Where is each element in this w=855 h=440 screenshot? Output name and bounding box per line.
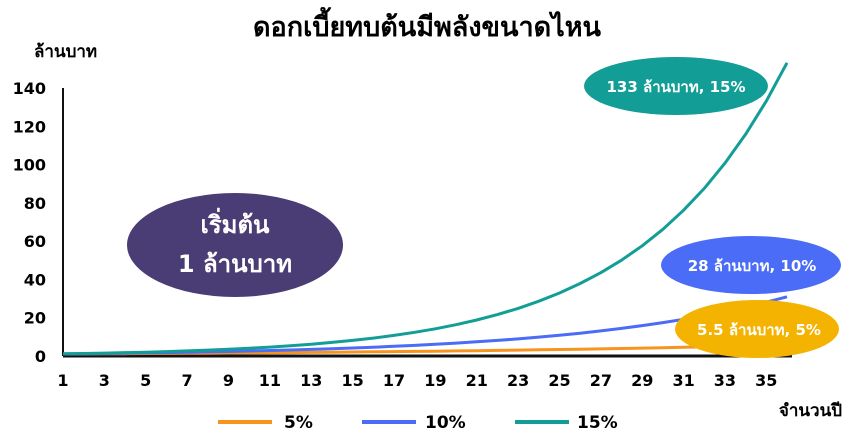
starting-amount-line1: เริ่มต้น: [201, 207, 271, 239]
x-tick-label: 29: [631, 371, 653, 390]
x-tick-label: 11: [259, 371, 281, 390]
starting-amount-bubble: [127, 193, 343, 297]
y-tick-label: 60: [24, 232, 46, 251]
x-tick-label: 21: [466, 371, 488, 390]
x-ticks: 1 3 5 7 9 11 13 15 17 19 21 23 25 27 29 31 33 35: [57, 371, 777, 390]
x-tick-label: 19: [424, 371, 446, 390]
y-tick-label: 80: [24, 194, 46, 213]
annotation-5pct-bubble: [675, 300, 839, 358]
x-tick-label: 23: [507, 371, 529, 390]
y-axis-label: ล้านบาท: [34, 42, 97, 62]
annotation-10pct-bubble: [661, 236, 841, 294]
starting-amount-callout: เริ่มต้น 1 ล้านบาท: [127, 193, 343, 297]
x-tick-label: 15: [341, 371, 363, 390]
legend-label-15pct: 15%: [577, 413, 618, 433]
y-tick-label: 40: [24, 270, 46, 289]
y-ticks: 0 20 40 60 80 100 120 140: [13, 79, 46, 366]
chart-title: ดอกเบี้ยทบต้นมีพลังขนาดไหน: [253, 6, 602, 43]
x-tick-label: 25: [548, 371, 570, 390]
legend-label-10pct: 10%: [425, 413, 466, 433]
x-tick-label: 35: [755, 371, 777, 390]
annotation-15pct: 133 ล้านบาท, 15%: [584, 57, 768, 115]
annotation-15pct-bubble: [584, 57, 768, 115]
annotation-5pct: 5.5 ล้านบาท, 5%: [675, 300, 839, 358]
y-tick-label: 20: [24, 309, 46, 328]
annotation-15pct-text: 133 ล้านบาท, 15%: [606, 78, 745, 96]
legend-label-5pct: 5%: [284, 413, 313, 433]
x-tick-label: 7: [182, 371, 193, 390]
x-tick-label: 13: [300, 371, 322, 390]
series-line-15pct: [62, 62, 789, 356]
starting-amount-line2: 1 ล้านบาท: [178, 250, 292, 278]
x-tick-label: 9: [223, 371, 234, 390]
legend: 5% 10% 15%: [218, 413, 618, 433]
x-axis-label: จำนวนปี: [779, 400, 842, 421]
y-tick-label: 120: [13, 117, 46, 136]
x-tick-label: 1: [57, 371, 68, 390]
x-tick-label: 31: [672, 371, 694, 390]
annotation-5pct-text: 5.5 ล้านบาท, 5%: [697, 321, 821, 339]
x-tick-label: 3: [99, 371, 110, 390]
x-tick-label: 17: [383, 371, 405, 390]
annotation-10pct: 28 ล้านบาท, 10%: [661, 236, 841, 294]
x-tick-label: 33: [714, 371, 736, 390]
annotation-10pct-text: 28 ล้านบาท, 10%: [688, 257, 817, 275]
x-tick-label: 27: [590, 371, 612, 390]
x-tick-label: 5: [140, 371, 151, 390]
y-tick-label: 100: [13, 156, 46, 175]
y-tick-label: 140: [13, 79, 46, 98]
series-lines: [62, 62, 789, 356]
y-tick-label: 0: [35, 347, 46, 366]
